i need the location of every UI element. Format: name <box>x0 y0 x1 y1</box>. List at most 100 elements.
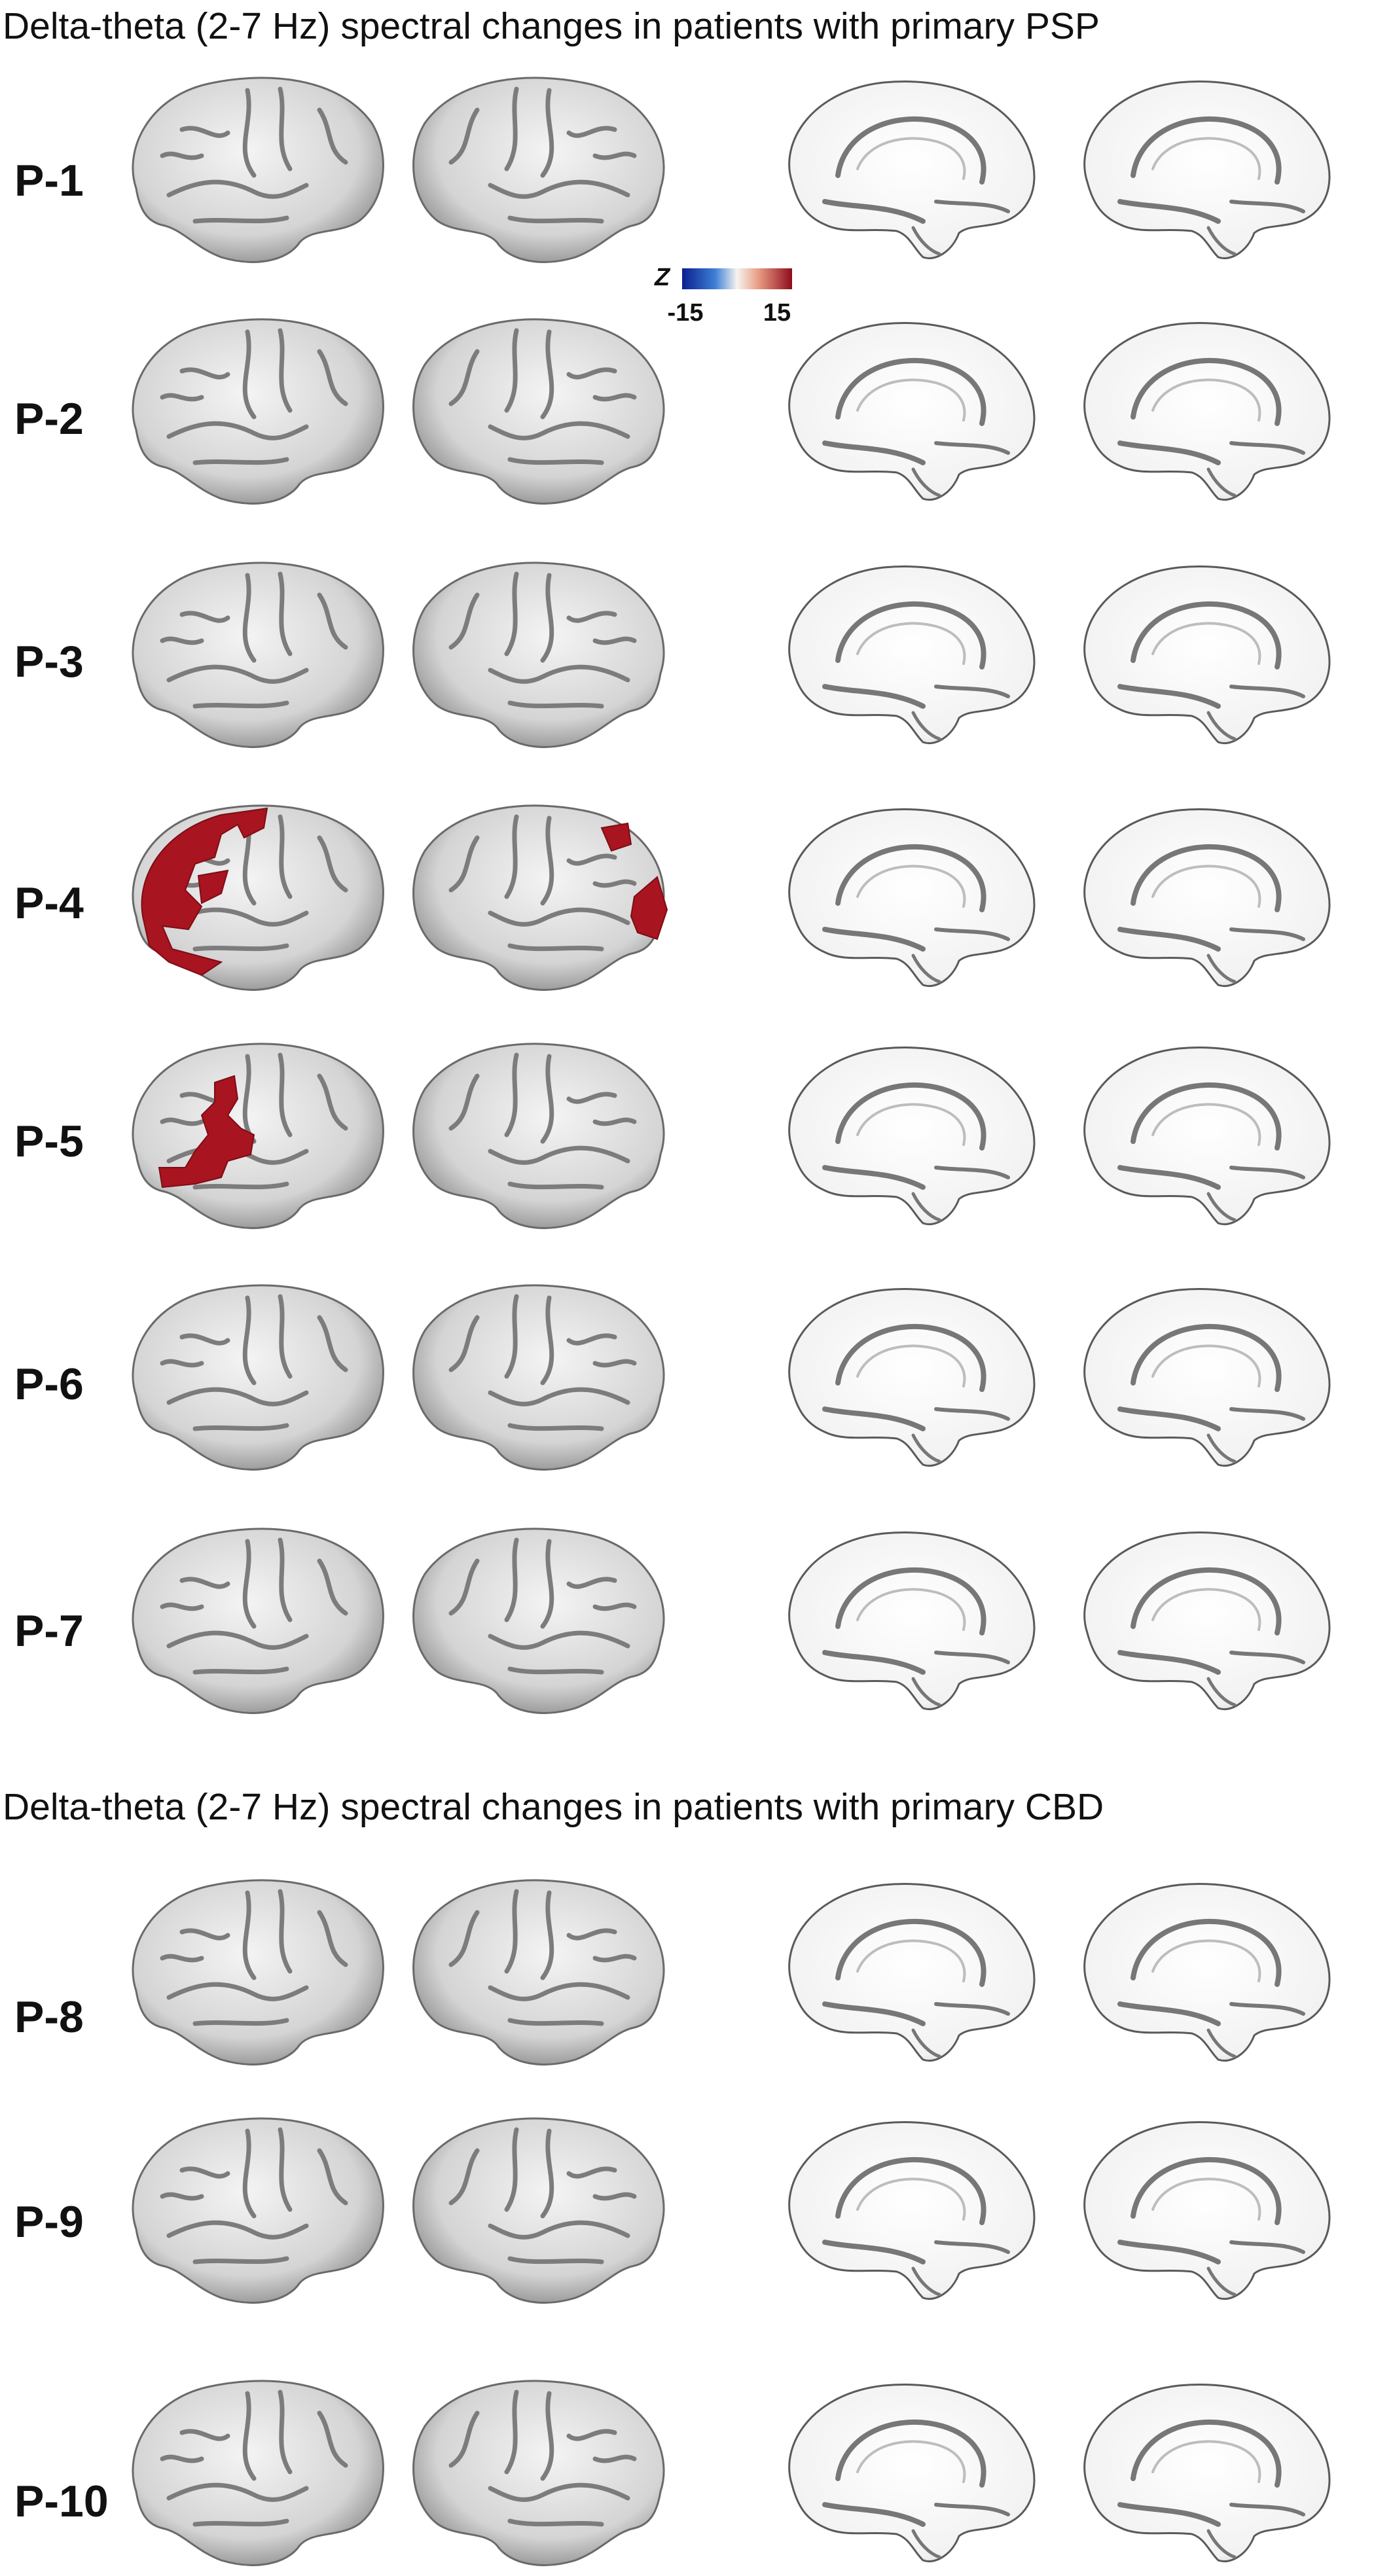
surface <box>133 1529 383 1713</box>
brain-medial-left <box>789 1533 1034 1709</box>
brain-lateral-left <box>133 319 383 503</box>
surface <box>789 323 1034 500</box>
surface <box>789 1289 1034 1466</box>
surface <box>789 1533 1034 1709</box>
brain-lateral-left <box>133 1529 383 1713</box>
brain-medial-right <box>1085 810 1330 986</box>
brain-lateral-left <box>133 806 383 990</box>
brain-lateral-right <box>414 2381 664 2565</box>
patient-row: P-3 <box>14 563 1330 747</box>
brain-lateral-left <box>133 78 383 262</box>
surface <box>789 1884 1034 2061</box>
brain-lateral-right <box>414 78 664 262</box>
row-label: P-7 <box>14 1606 84 1656</box>
brain-medial-right <box>1085 323 1330 500</box>
surface <box>1085 1884 1330 2061</box>
brain-medial-right <box>1085 1289 1330 1466</box>
surface <box>414 563 664 747</box>
colorbar-max: 15 <box>763 299 791 327</box>
brain-lateral-left <box>133 1044 383 1228</box>
surface <box>1085 810 1330 986</box>
brain-medial-right <box>1085 567 1330 743</box>
surface <box>414 2119 664 2302</box>
activation-patch <box>630 876 668 940</box>
brain-medial-right <box>1085 1048 1330 1225</box>
rows: P-1 P-2 P-3 P-4 P-5 P-6 P-7 P-8 P-9 P-10 <box>14 78 1330 2565</box>
surface <box>789 567 1034 743</box>
colorbar: Z -15 15 <box>654 264 792 327</box>
activation-patch <box>197 869 229 904</box>
surface <box>133 563 383 747</box>
surface <box>1085 567 1330 743</box>
brain-lateral-right <box>414 1529 664 1713</box>
surface <box>133 1880 383 2064</box>
brain-lateral-left <box>133 1285 383 1469</box>
section-title: Delta-theta (2-7 Hz) spectral changes in… <box>3 5 1100 47</box>
row-label: P-4 <box>14 878 84 928</box>
surface <box>789 2385 1034 2562</box>
brain-medial-left <box>789 2385 1034 2562</box>
brain-lateral-left <box>133 2381 383 2565</box>
activation-patch <box>141 807 268 976</box>
brain-medial-left <box>789 1884 1034 2061</box>
surface <box>789 82 1034 259</box>
patient-row: P-9 <box>14 2119 1330 2302</box>
brain-medial-left <box>789 82 1034 259</box>
surface <box>133 1285 383 1469</box>
brain-medial-left <box>789 1289 1034 1466</box>
surface <box>414 1529 664 1713</box>
brain-medial-right <box>1085 2122 1330 2299</box>
surface <box>414 1285 664 1469</box>
brain-lateral-right <box>414 319 664 503</box>
surface <box>1085 82 1330 259</box>
colorbar-min: -15 <box>668 299 704 327</box>
surface <box>789 2122 1034 2299</box>
surface <box>414 1044 664 1228</box>
surface <box>133 1044 383 1228</box>
brain-lateral-right <box>414 563 664 747</box>
brain-medial-right <box>1085 1884 1330 2061</box>
brain-lateral-right-overlay <box>600 822 668 940</box>
patient-row: P-6 <box>14 1285 1330 1469</box>
colorbar-label: Z <box>654 264 671 291</box>
row-label: P-1 <box>14 156 84 206</box>
patient-row: P-10 <box>14 2381 1330 2565</box>
surface <box>133 2119 383 2302</box>
brain-medial-right <box>1085 1533 1330 1709</box>
row-label: P-10 <box>14 2477 109 2526</box>
surface <box>133 78 383 262</box>
brain-medial-left <box>789 1048 1034 1225</box>
surface <box>133 2381 383 2565</box>
surface <box>1085 323 1330 500</box>
brain-medial-left <box>789 2122 1034 2299</box>
patient-row: P-1 <box>14 78 1330 262</box>
brain-lateral-left <box>133 563 383 747</box>
row-label: P-3 <box>14 637 84 687</box>
row-label: P-2 <box>14 394 84 444</box>
section-title: Delta-theta (2-7 Hz) spectral changes in… <box>3 1786 1104 1828</box>
brain-lateral-left <box>133 1880 383 2064</box>
row-label: P-8 <box>14 1992 84 2042</box>
surface <box>1085 2385 1330 2562</box>
activation-patch <box>158 1075 255 1189</box>
patient-row: P-2 <box>14 319 1330 503</box>
brain-lateral-right <box>414 1880 664 2064</box>
brain-medial-left <box>789 323 1034 500</box>
patient-row: P-7 <box>14 1529 1330 1713</box>
brain-lateral-left <box>133 2119 383 2302</box>
colorbar-gradient <box>682 268 792 289</box>
activation-patch <box>600 822 632 852</box>
patient-row: P-8 <box>14 1880 1330 2064</box>
row-label: P-6 <box>14 1359 84 1409</box>
surface <box>1085 1533 1330 1709</box>
surface <box>1085 1048 1330 1225</box>
brain-medial-left <box>789 810 1034 986</box>
brain-lateral-right <box>414 1285 664 1469</box>
patient-row: P-4 <box>14 806 1330 990</box>
surface <box>414 78 664 262</box>
surface <box>414 2381 664 2565</box>
brain-medial-left <box>789 567 1034 743</box>
patient-row: P-5 <box>14 1044 1330 1228</box>
surface <box>414 1880 664 2064</box>
